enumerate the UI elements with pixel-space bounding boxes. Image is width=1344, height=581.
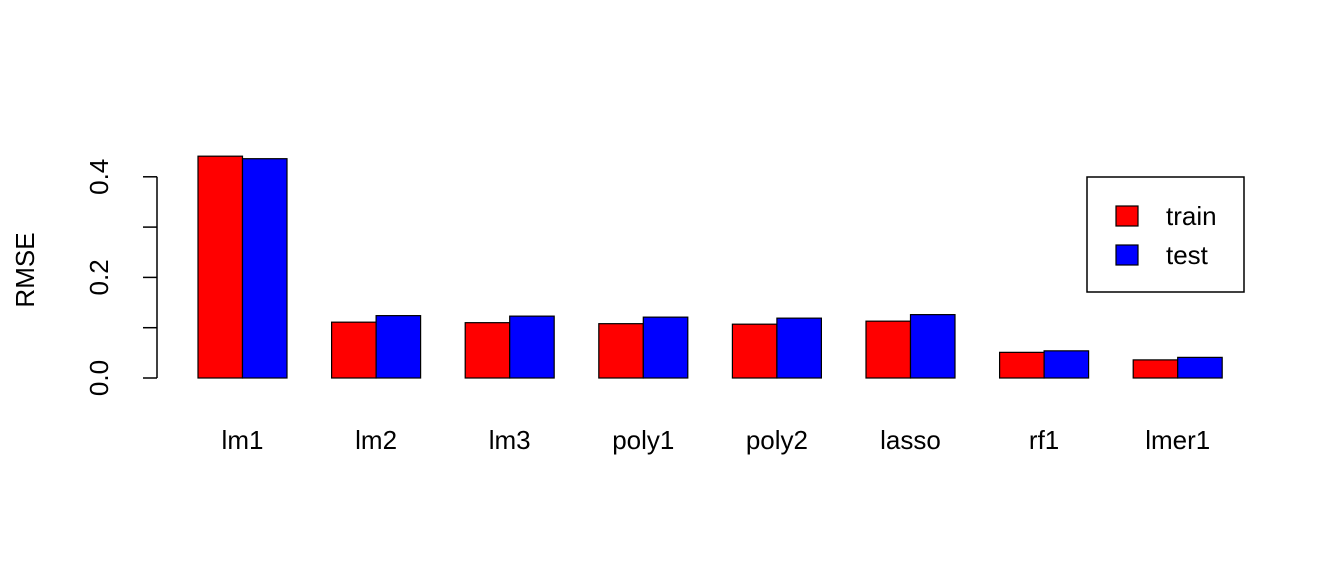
bar-test-lm3 xyxy=(509,315,555,379)
legend-label-test: test xyxy=(1166,240,1209,270)
bar-test-lm2 xyxy=(375,315,422,379)
bar-test-poly1 xyxy=(642,316,689,379)
y-axis-title: RMSE xyxy=(10,232,40,307)
bar-test-rf1 xyxy=(1043,350,1090,379)
category-label: lm2 xyxy=(355,425,397,455)
legend: train test xyxy=(1086,176,1245,293)
legend-swatch-train xyxy=(1115,205,1139,227)
bar-train-lm2 xyxy=(331,321,377,379)
bar-test-poly2 xyxy=(776,317,823,379)
bar-train-lm3 xyxy=(464,322,511,379)
category-labels: lm1 lm2 lm3 poly1 poly2 lasso rf1 lmer1 xyxy=(222,425,1211,455)
bar-test-lasso xyxy=(909,314,956,379)
bar-train-lasso xyxy=(865,320,912,379)
y-axis: 0.0 0.2 0.4 xyxy=(84,159,158,396)
legend-swatch-test xyxy=(1115,244,1139,266)
bar-train-lmer1 xyxy=(1132,359,1179,379)
bar-test-lm1 xyxy=(241,158,288,379)
category-label: lasso xyxy=(880,425,941,455)
bar-train-lm1 xyxy=(197,155,244,379)
category-label: poly2 xyxy=(746,425,808,455)
category-label: lm3 xyxy=(489,425,531,455)
bar-train-poly2 xyxy=(731,323,778,379)
category-label: poly1 xyxy=(612,425,674,455)
bars-group xyxy=(197,155,1223,379)
legend-box xyxy=(1086,176,1245,293)
category-label: lm1 xyxy=(222,425,264,455)
legend-label-train: train xyxy=(1166,201,1217,231)
bar-test-lmer1 xyxy=(1177,356,1223,379)
y-tick-label: 0.2 xyxy=(84,259,114,295)
bar-train-poly1 xyxy=(598,323,644,379)
category-label: lmer1 xyxy=(1145,425,1210,455)
category-label: rf1 xyxy=(1029,425,1059,455)
y-tick-label: 0.4 xyxy=(84,159,114,195)
bar-train-rf1 xyxy=(998,351,1045,379)
y-tick-label: 0.0 xyxy=(84,360,114,396)
